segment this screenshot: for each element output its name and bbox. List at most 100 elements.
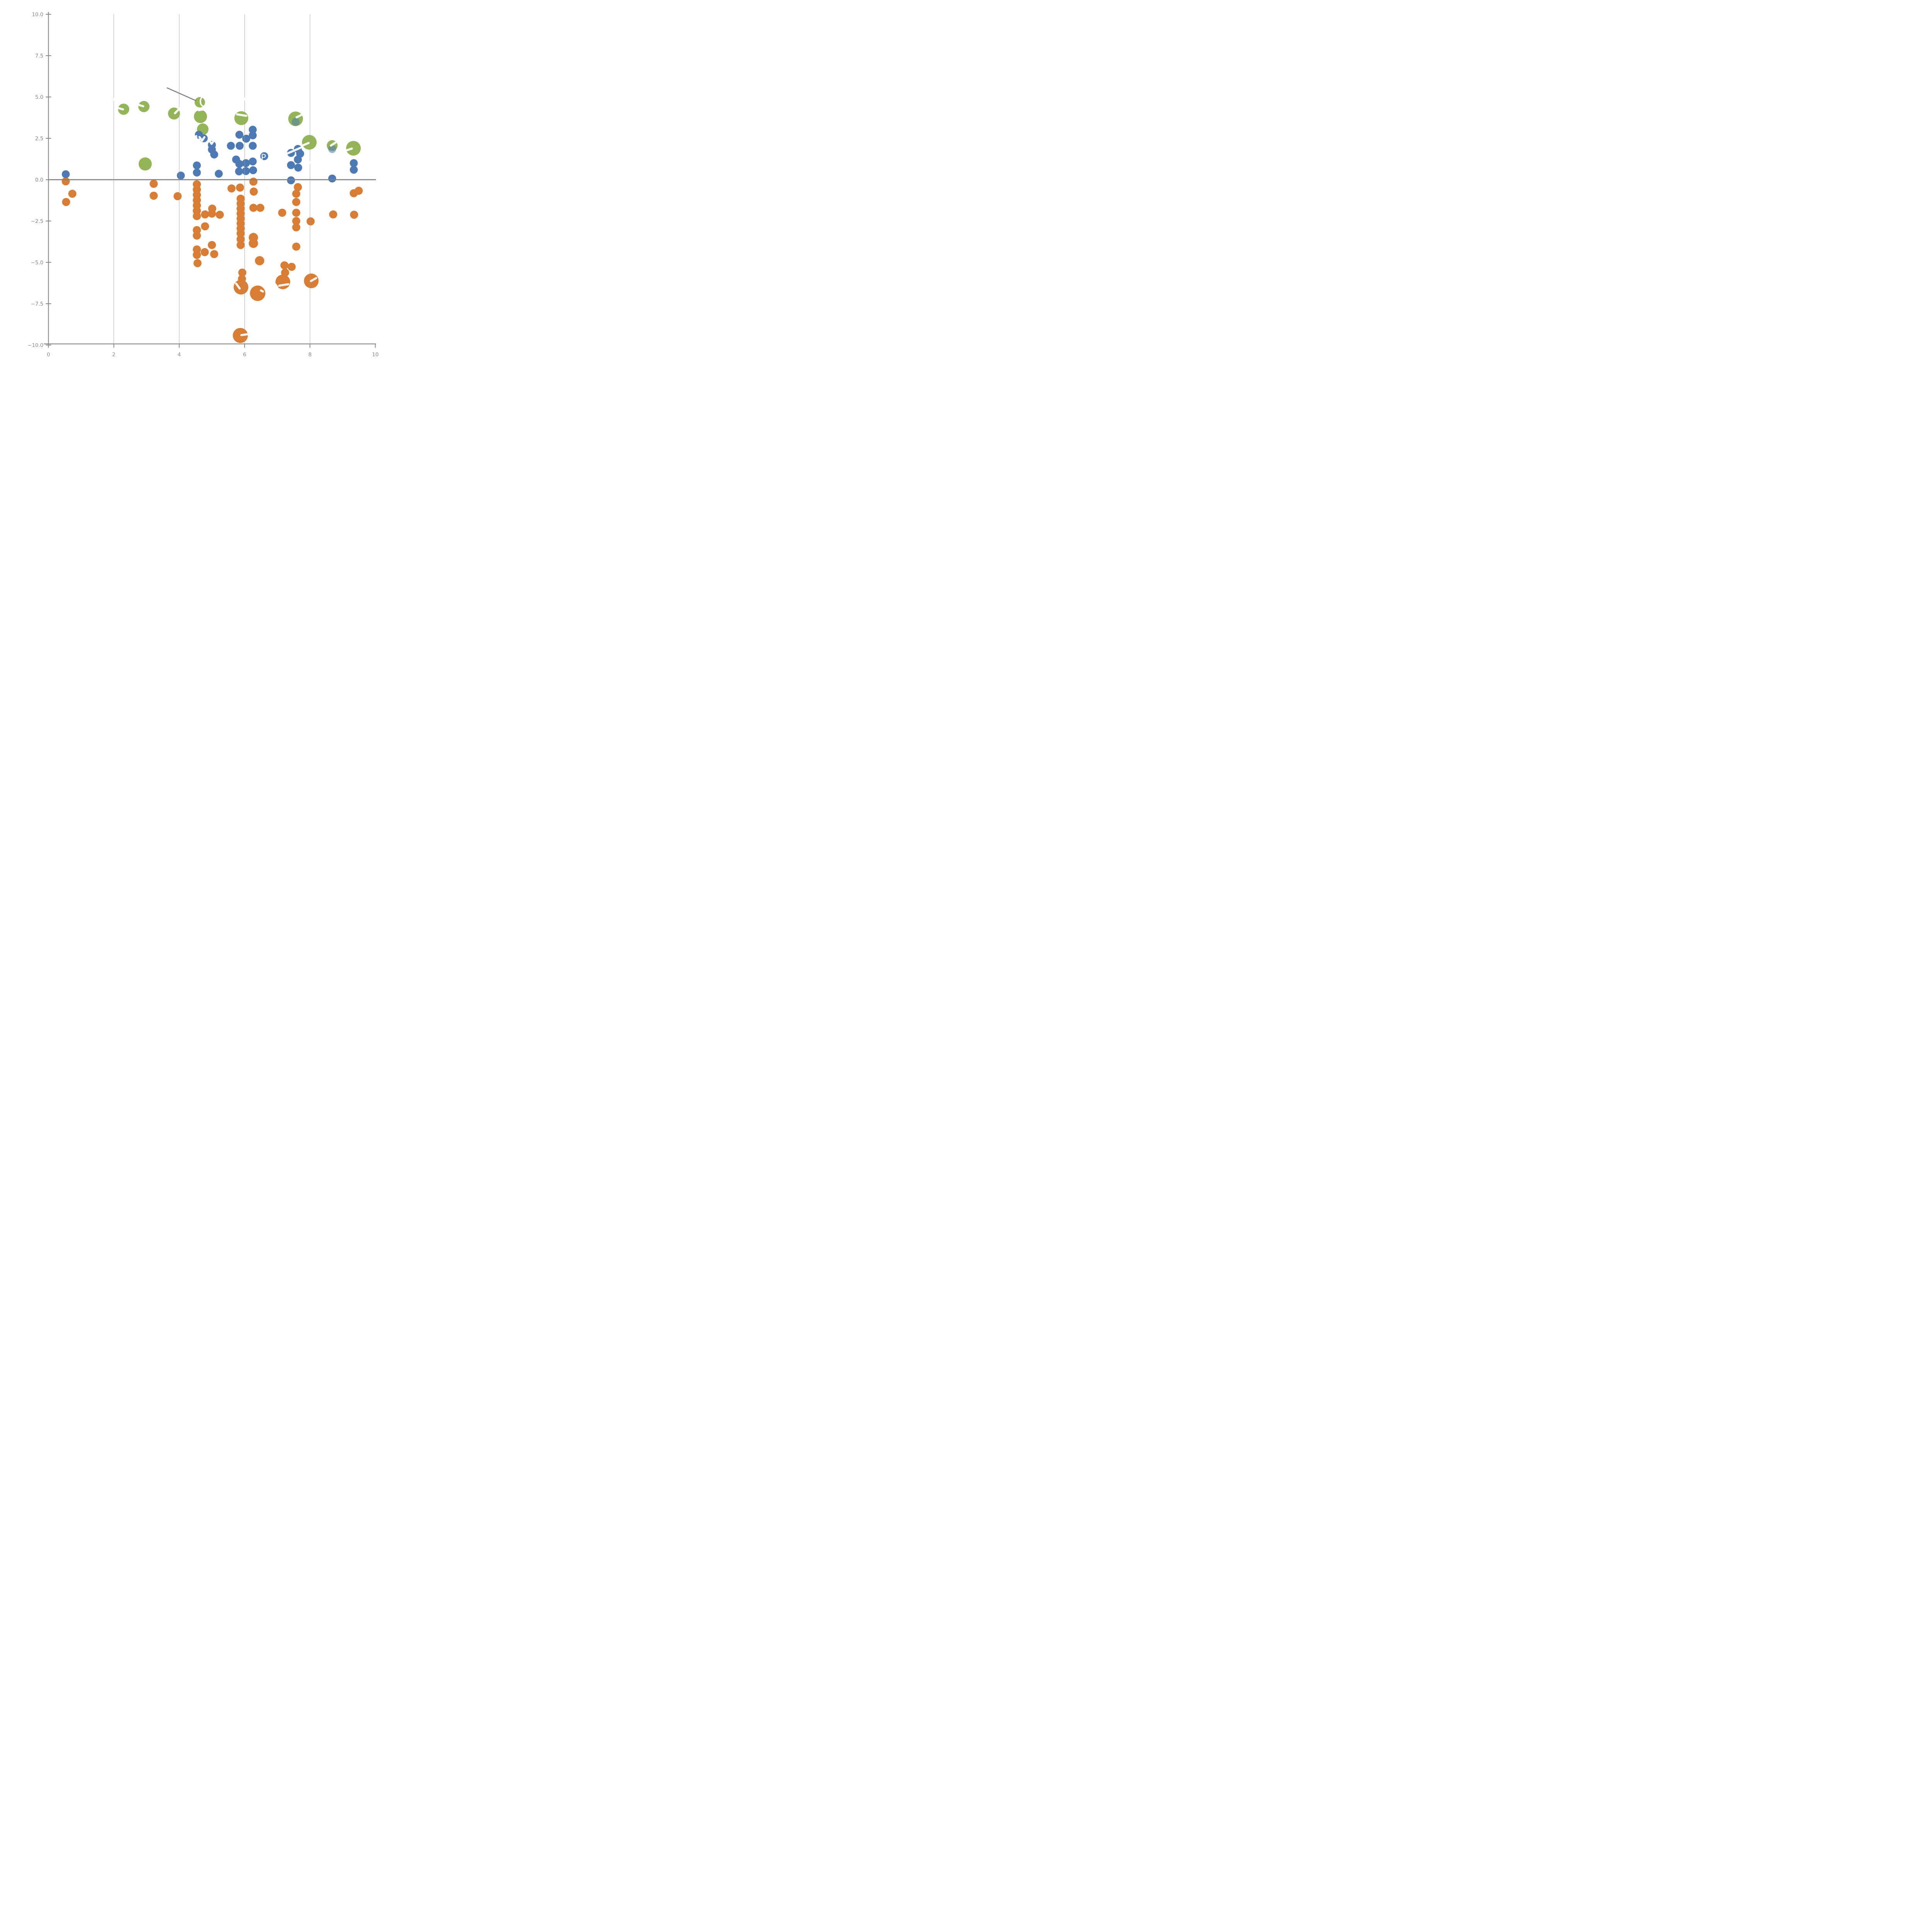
data-point-blue-markers[interactable] [235,131,243,139]
data-point-blue-markers[interactable] [236,142,244,150]
data-point-orange-markers[interactable] [280,261,289,270]
data-point-orange-markers[interactable] [150,192,158,200]
data-point-blue-markers[interactable] [235,167,243,175]
data-point-orange-markers[interactable] [61,177,70,185]
white-text-fragment [240,333,248,337]
white-text-fragment [260,289,264,293]
data-point-orange-markers[interactable] [248,238,258,248]
data-point-orange-markers[interactable] [238,269,247,277]
y-axis-tick-label: −5.0 [31,260,44,266]
data-point-orange-markers[interactable] [233,280,248,295]
x-axis-tick-label: 4 [178,352,181,358]
data-point-green-large-markers[interactable] [138,157,152,171]
data-point-orange-markers[interactable] [278,209,286,217]
white-text-fragment [278,283,290,287]
data-point-orange-markers[interactable] [193,231,201,240]
data-point-blue-markers[interactable] [287,161,295,169]
white-text-fragment [197,108,207,111]
annotation-line [167,87,197,102]
data-point-orange-markers[interactable] [249,204,258,212]
data-point-orange-markers[interactable] [256,204,265,212]
data-point-orange-markers[interactable] [193,251,201,259]
white-text-fragment [285,146,304,155]
white-text-fragment [302,142,310,146]
data-point-orange-markers[interactable] [255,256,264,265]
data-point-orange-markers[interactable] [236,184,244,192]
data-point-orange-markers[interactable] [173,192,182,201]
data-point-orange-markers[interactable] [201,248,209,256]
data-point-blue-markers[interactable] [350,159,358,167]
data-point-orange-markers[interactable] [287,263,296,271]
white-text-fragment [330,141,337,147]
data-point-blue-markers[interactable] [214,170,223,178]
data-point-blue-markers[interactable] [177,172,185,180]
y-axis-tick-label: −7.5 [31,301,44,307]
data-point-orange-markers[interactable] [201,210,209,219]
data-point-blue-markers[interactable] [248,131,257,139]
data-point-blue-markers[interactable] [242,159,250,167]
data-point-orange-markers[interactable] [210,250,218,259]
data-point-blue-markers[interactable] [350,166,358,174]
data-point-orange-markers[interactable] [292,223,301,231]
data-point-green-large-markers[interactable] [194,110,207,123]
data-point-blue-markers[interactable] [294,155,302,164]
data-point-blue-overlay-markers[interactable] [291,117,300,126]
x-axis-tick-label: 0 [47,352,50,358]
data-point-orange-markers[interactable] [150,180,158,188]
data-point-orange-markers[interactable] [329,210,337,219]
data-point-orange-markers[interactable] [193,212,201,220]
data-point-blue-markers[interactable] [242,167,250,175]
data-point-blue-markers[interactable] [328,174,336,183]
data-point-orange-markers[interactable] [294,183,302,191]
data-point-blue-overlay-markers[interactable] [328,145,336,153]
data-point-blue-markers[interactable] [242,134,250,143]
data-point-orange-markers[interactable] [216,211,224,219]
data-point-orange-markers[interactable] [193,259,202,267]
data-point-blue-markers[interactable] [248,157,257,166]
data-point-blue-markers[interactable] [210,150,218,159]
data-point-orange-markers[interactable] [250,286,265,301]
data-point-orange-markers[interactable] [62,198,70,206]
white-text-fragment [343,147,353,152]
data-point-blue-markers[interactable] [248,126,257,134]
y-axis-tick-label: −2.5 [31,218,44,224]
data-point-orange-markers[interactable] [306,217,315,226]
white-text-fragment [210,140,214,145]
data-point-blue-markers[interactable] [248,142,257,150]
data-point-blue-markers[interactable] [61,170,70,179]
data-point-orange-markers[interactable] [236,241,245,249]
data-point-orange-markers[interactable] [354,187,363,195]
data-point-blue-markers[interactable] [235,160,243,168]
data-point-blue-markers[interactable] [260,152,269,160]
data-point-blue-markers[interactable] [193,161,201,170]
white-text-fragment [295,113,303,119]
data-point-blue-markers[interactable] [287,176,295,185]
data-point-blue-markers[interactable] [249,166,257,174]
data-point-orange-markers[interactable] [292,242,301,251]
x-axis-tick-label: 10 [372,352,379,358]
y-axis-tick-label: 2.5 [35,136,43,142]
data-point-green-large-markers[interactable] [234,111,248,125]
data-point-orange-markers[interactable] [292,209,301,217]
data-point-green-large-markers[interactable] [194,97,205,108]
data-point-green-large-markers[interactable] [346,141,361,156]
data-point-orange-markers[interactable] [292,198,301,206]
data-point-orange-markers[interactable] [201,222,209,231]
data-point-orange-markers[interactable] [250,187,258,196]
data-point-blue-markers[interactable] [227,142,235,150]
data-point-orange-markers[interactable] [292,217,301,225]
data-point-orange-markers[interactable] [207,241,216,249]
data-point-orange-markers[interactable] [236,235,245,243]
data-point-orange-markers[interactable] [227,184,236,193]
white-annotation-text: OX [199,94,220,111]
data-point-orange-markers[interactable] [350,211,358,219]
data-point-blue-markers[interactable] [193,168,201,177]
data-point-orange-markers[interactable] [68,189,77,198]
data-point-orange-markers[interactable] [292,189,301,198]
white-text-fragment [174,107,181,114]
data-point-orange-markers[interactable] [207,209,216,218]
data-point-orange-markers[interactable] [249,177,258,186]
data-point-blue-markers[interactable] [294,163,302,172]
white-text-fragment [201,136,206,142]
data-point-orange-markers[interactable] [236,229,245,238]
